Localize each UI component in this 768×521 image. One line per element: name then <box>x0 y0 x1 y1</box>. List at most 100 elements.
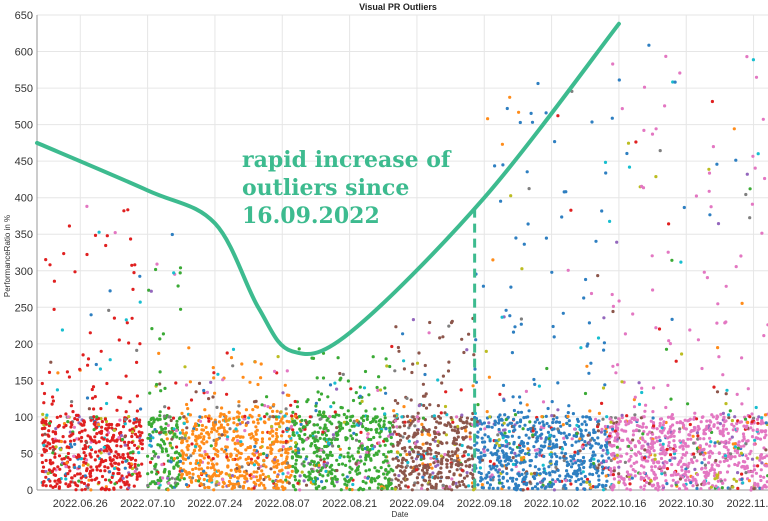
data-point <box>533 485 538 489</box>
data-point <box>59 448 63 452</box>
outlier-point <box>383 386 387 390</box>
data-point <box>199 446 203 450</box>
data-point <box>48 458 52 462</box>
data-point <box>111 471 115 476</box>
data-point <box>96 454 100 458</box>
data-point <box>707 461 711 465</box>
data-point <box>710 466 714 470</box>
data-point <box>365 450 369 455</box>
outlier-point <box>92 407 96 411</box>
data-point <box>753 438 757 442</box>
outlier-point <box>594 239 598 243</box>
outlier-point <box>381 406 385 410</box>
outlier-point <box>669 397 673 401</box>
data-point <box>283 486 287 490</box>
data-point <box>372 435 376 440</box>
data-point <box>626 437 630 441</box>
outlier-point <box>40 381 44 386</box>
data-point <box>166 476 170 480</box>
outlier-point <box>231 364 235 368</box>
data-point <box>51 448 56 452</box>
data-point <box>494 468 498 472</box>
data-point <box>498 481 502 485</box>
data-point <box>581 434 585 438</box>
data-point <box>708 444 712 448</box>
data-point <box>597 442 601 446</box>
data-point <box>667 430 671 434</box>
data-point <box>234 469 238 473</box>
data-point <box>655 427 659 431</box>
data-point <box>764 433 768 437</box>
data-point <box>231 457 235 462</box>
data-point <box>345 475 349 479</box>
data-point <box>276 479 280 483</box>
data-point <box>554 465 558 469</box>
data-point <box>369 428 373 432</box>
outlier-point <box>203 408 207 412</box>
data-point <box>625 452 629 456</box>
data-point <box>510 479 515 483</box>
outlier-point <box>67 375 71 379</box>
data-point <box>284 447 288 451</box>
data-point <box>573 469 577 473</box>
data-point <box>158 417 162 421</box>
data-point <box>172 465 176 469</box>
data-point <box>452 441 456 445</box>
data-point <box>177 417 182 421</box>
outlier-point <box>633 395 637 399</box>
data-point <box>642 471 646 475</box>
data-point <box>544 472 548 476</box>
data-point <box>296 447 300 451</box>
data-point <box>746 456 750 461</box>
data-point <box>609 420 613 424</box>
data-point <box>568 479 572 483</box>
data-point <box>578 437 582 441</box>
outlier-point <box>498 413 502 417</box>
data-point <box>140 431 144 435</box>
data-point <box>668 453 673 457</box>
data-point <box>750 457 755 461</box>
data-point <box>399 438 403 442</box>
outlier-point <box>518 395 522 399</box>
data-point <box>181 455 185 459</box>
data-point <box>433 476 437 480</box>
data-point <box>175 423 179 427</box>
data-point <box>212 488 216 492</box>
outlier-point <box>240 362 244 366</box>
data-point <box>140 462 144 466</box>
data-point <box>249 460 253 465</box>
data-point <box>712 468 717 472</box>
data-point <box>512 425 516 429</box>
data-point <box>480 458 485 462</box>
data-point <box>76 484 80 488</box>
data-point <box>350 437 355 441</box>
data-point <box>682 483 686 487</box>
data-point <box>378 419 382 423</box>
outlier-point <box>243 414 247 418</box>
data-point <box>532 471 537 475</box>
outlier-point <box>734 158 738 162</box>
data-point <box>613 439 617 443</box>
data-point <box>73 417 77 421</box>
data-point <box>214 474 218 478</box>
data-point <box>383 476 387 480</box>
data-point <box>106 439 110 443</box>
data-point <box>106 431 111 435</box>
data-point <box>415 468 419 472</box>
data-point <box>138 439 142 443</box>
data-point <box>398 486 402 491</box>
data-point <box>651 439 655 443</box>
data-point <box>237 469 241 473</box>
data-point <box>185 439 189 443</box>
data-point <box>572 453 577 458</box>
data-point <box>40 460 45 465</box>
data-point <box>574 440 578 444</box>
data-point <box>725 470 730 474</box>
data-point <box>578 459 582 463</box>
data-point <box>53 484 58 488</box>
outlier-point <box>605 415 609 419</box>
outlier-point <box>569 208 573 212</box>
data-point <box>97 464 101 468</box>
data-point <box>739 451 744 455</box>
data-point <box>462 454 466 458</box>
